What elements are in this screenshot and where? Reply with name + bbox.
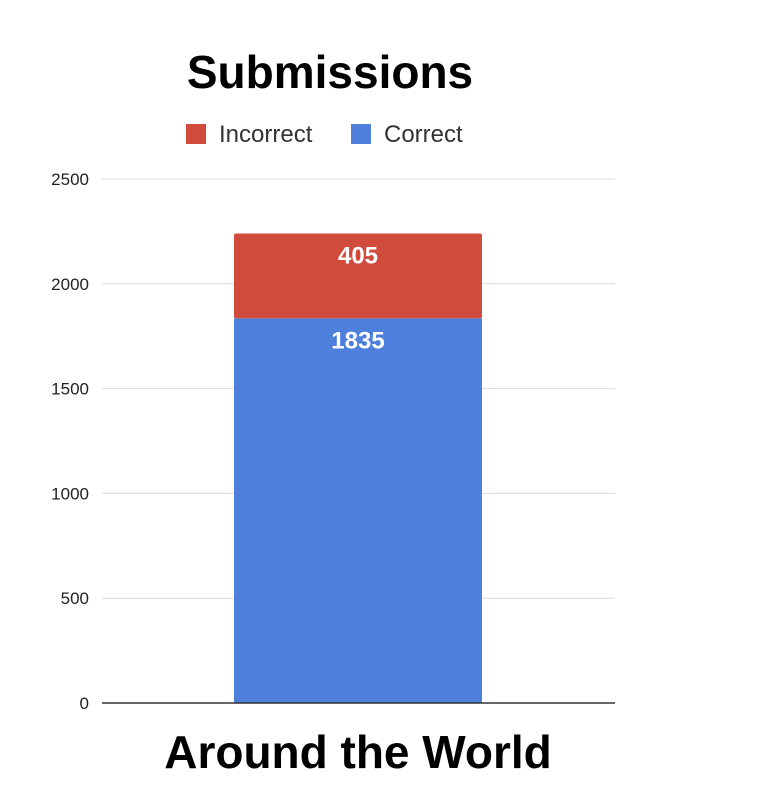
y-tick-label-2000: 2000 — [51, 275, 89, 294]
chart-title: Submissions — [187, 46, 473, 98]
category-label: Around the World — [164, 726, 552, 778]
legend-label-correct: Correct — [384, 121, 463, 148]
y-tick-label-1500: 1500 — [51, 380, 89, 399]
bar-correct — [234, 318, 482, 703]
y-tick-label-0: 0 — [80, 694, 89, 713]
y-tick-label-1000: 1000 — [51, 484, 89, 503]
bars — [234, 233, 482, 703]
legend-label-incorrect: Incorrect — [219, 121, 313, 148]
legend: Incorrect Correct — [186, 121, 463, 148]
data-labels: 1835 405 — [331, 242, 384, 354]
y-tick-label-2500: 2500 — [51, 170, 89, 189]
y-tick-label-500: 500 — [61, 589, 89, 608]
y-axis-ticks: 0 500 1000 1500 2000 2500 — [51, 170, 89, 713]
bar-incorrect — [234, 233, 482, 319]
legend-swatch-correct — [351, 124, 371, 144]
data-label-correct: 1835 — [331, 327, 384, 354]
legend-swatch-incorrect — [186, 124, 206, 144]
data-label-incorrect: 405 — [338, 242, 378, 269]
